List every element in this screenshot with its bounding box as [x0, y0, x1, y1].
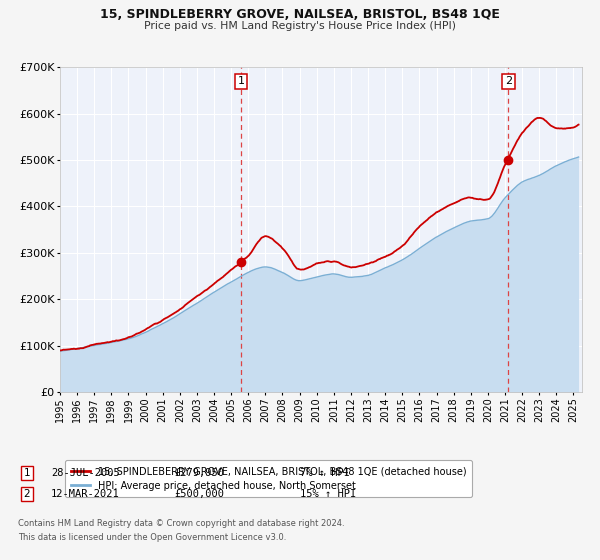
Text: 2: 2	[505, 77, 512, 86]
Text: 2: 2	[23, 489, 31, 499]
Text: 15, SPINDLEBERRY GROVE, NAILSEA, BRISTOL, BS48 1QE: 15, SPINDLEBERRY GROVE, NAILSEA, BRISTOL…	[100, 8, 500, 21]
Text: 7% ↑ HPI: 7% ↑ HPI	[300, 468, 350, 478]
Text: 1: 1	[23, 468, 31, 478]
Legend: 15, SPINDLEBERRY GROVE, NAILSEA, BRISTOL, BS48 1QE (detached house), HPI: Averag: 15, SPINDLEBERRY GROVE, NAILSEA, BRISTOL…	[65, 460, 472, 497]
Text: Contains HM Land Registry data © Crown copyright and database right 2024.: Contains HM Land Registry data © Crown c…	[18, 519, 344, 528]
Text: 15% ↑ HPI: 15% ↑ HPI	[300, 489, 356, 499]
Text: 1: 1	[238, 77, 244, 86]
Text: 28-JUL-2005: 28-JUL-2005	[51, 468, 120, 478]
Text: This data is licensed under the Open Government Licence v3.0.: This data is licensed under the Open Gov…	[18, 533, 286, 542]
Text: 12-MAR-2021: 12-MAR-2021	[51, 489, 120, 499]
Text: £279,950: £279,950	[174, 468, 224, 478]
Text: £500,000: £500,000	[174, 489, 224, 499]
Text: Price paid vs. HM Land Registry's House Price Index (HPI): Price paid vs. HM Land Registry's House …	[144, 21, 456, 31]
